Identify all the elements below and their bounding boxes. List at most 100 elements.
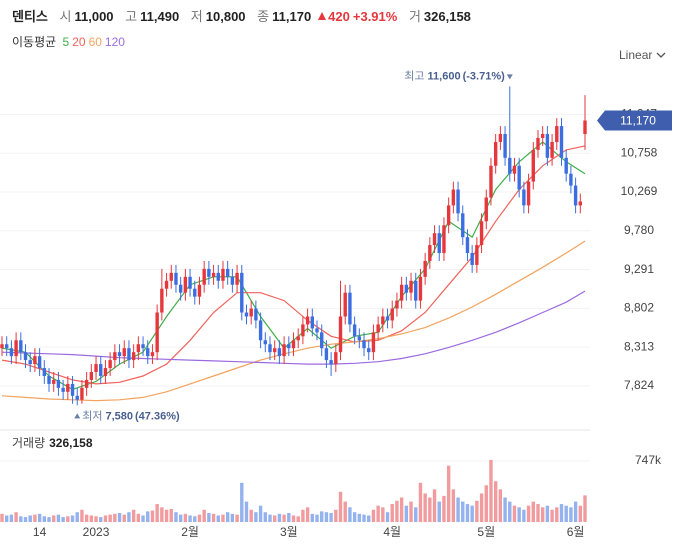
y-tick-label: 10,758 (621, 145, 658, 159)
scale-selector[interactable]: Linear (619, 48, 652, 62)
volume-bar (127, 512, 131, 522)
x-tick-label: 4월 (383, 525, 401, 539)
candle-body (244, 312, 249, 317)
volume-bar (47, 517, 51, 522)
volume-bar (479, 493, 484, 522)
candle-body (475, 245, 479, 265)
low-value: 10,800 (205, 9, 246, 24)
volume-bar (508, 501, 512, 522)
candle-body (367, 348, 371, 353)
scale-chevron[interactable] (656, 52, 666, 58)
candle-body (221, 268, 225, 281)
candle-body (456, 189, 460, 214)
candle-body (5, 344, 9, 349)
high-value: 11,490 (140, 9, 180, 24)
candle-body (202, 268, 206, 285)
volume-bar (531, 501, 535, 522)
volume-bar (235, 514, 239, 522)
volume-bar (268, 514, 272, 522)
volume-bar (573, 501, 578, 522)
candle-body (108, 360, 112, 369)
candle-body (305, 316, 310, 325)
candle-body (14, 340, 18, 357)
candle-body (362, 340, 366, 349)
volume-bar (94, 516, 98, 522)
ma-line (1, 290, 586, 365)
candle-body (512, 165, 517, 174)
candle-body (508, 157, 512, 174)
candle-body (230, 276, 235, 285)
volume-bar (66, 516, 70, 522)
candle-body (503, 134, 507, 158)
volume-bar (475, 500, 479, 522)
candle-body (540, 134, 545, 138)
volume-bar (169, 508, 173, 522)
candle-body (61, 387, 65, 392)
candle-body (272, 348, 277, 353)
change-pct: +3.91% (352, 9, 398, 24)
volume-bar (5, 515, 9, 522)
candle-body (517, 165, 521, 190)
y-tick-label: 9,780 (624, 223, 654, 237)
ma-legend[interactable]: 이동평균 5 20 60 120 (12, 33, 128, 50)
volume-bar (418, 482, 423, 522)
volume-bar (489, 459, 493, 522)
volume-bar (42, 516, 47, 522)
candle-body (338, 316, 343, 353)
candle-body (569, 173, 573, 186)
change-value: 420 (328, 9, 350, 24)
candle-body (235, 272, 239, 285)
volume-bar (221, 514, 225, 522)
candle-body (324, 348, 329, 361)
volume-bar (287, 513, 291, 522)
volume-bar (211, 513, 216, 522)
candle-body (315, 328, 319, 333)
candle-body (141, 344, 145, 349)
candle-body (559, 126, 564, 158)
candle-body (174, 272, 178, 285)
volume-bar (272, 515, 277, 522)
volume-bar (390, 504, 394, 522)
candle-body (301, 324, 305, 337)
max-value: 11,600 (428, 70, 461, 82)
volume-bar (131, 509, 136, 522)
volume-bar (33, 514, 37, 522)
volume-bar (522, 509, 526, 522)
volume-bar (14, 512, 18, 522)
volume-bar (362, 514, 366, 522)
volume-bar (399, 497, 404, 522)
volume-bar (446, 465, 451, 522)
candle-body (178, 284, 183, 293)
volume-bar (536, 504, 540, 522)
legend-title: 이동평균 (12, 35, 57, 49)
candle-body (334, 352, 338, 365)
candle-body (122, 348, 126, 357)
volume-bar (451, 489, 456, 522)
y-tick-label: 9,291 (624, 262, 654, 276)
volume-current: 326,158 (49, 436, 93, 450)
candle-body (536, 137, 540, 150)
volume-bar (550, 509, 554, 522)
candle-body (470, 253, 474, 265)
volume-bar (178, 514, 183, 522)
volume-bar (381, 507, 385, 522)
candle-body (193, 288, 197, 297)
candle-body (522, 189, 526, 206)
candle-body (465, 237, 470, 254)
candle-body (56, 379, 61, 388)
candle-body (225, 268, 230, 277)
up-arrow (318, 12, 327, 20)
min-pct: (47.36%) (135, 410, 180, 422)
volume-bar (70, 515, 75, 522)
volume-bar (244, 501, 249, 522)
candle-body (484, 197, 488, 222)
volume-bar (136, 513, 141, 522)
volume-bar (465, 504, 470, 522)
volume-bar (338, 491, 343, 522)
volume-bar (174, 512, 178, 522)
x-tick-label: 2023 (83, 525, 110, 539)
volume-bar (207, 513, 211, 522)
volume-label: 거래량 (12, 436, 45, 450)
candle-body (437, 233, 441, 254)
ma-line (1, 240, 586, 402)
